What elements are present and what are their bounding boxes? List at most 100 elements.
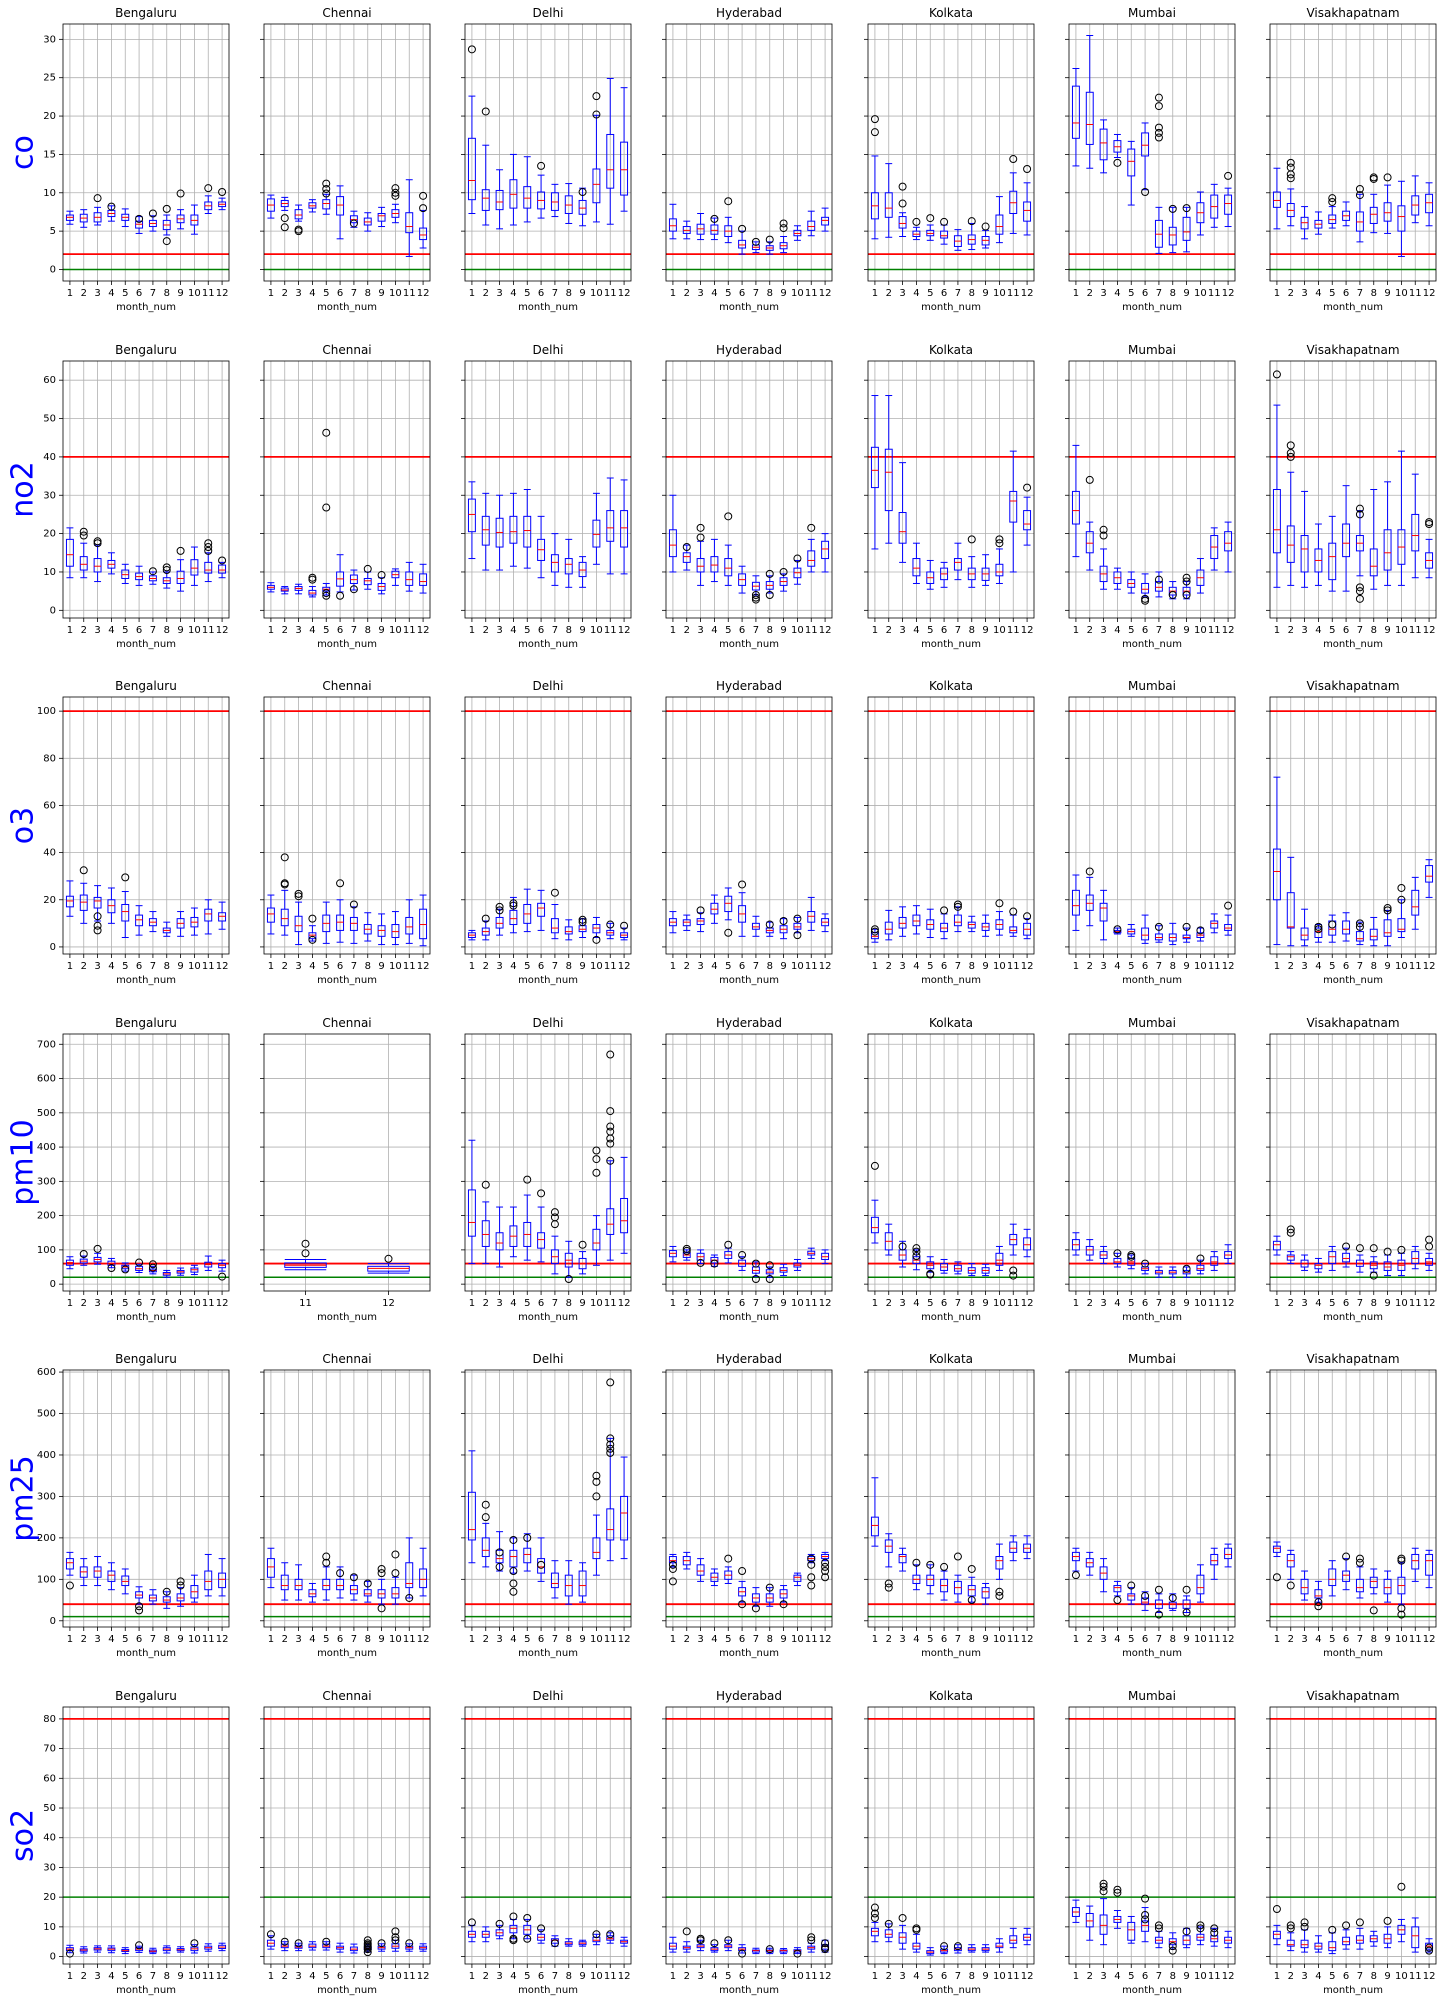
x-tick-label: 10 bbox=[389, 961, 402, 972]
box-month-4 bbox=[509, 492, 518, 567]
x-tick-label: 12 bbox=[417, 625, 430, 636]
iqr-box bbox=[606, 133, 615, 189]
y-tick-label: 60 bbox=[43, 800, 56, 811]
x-tick-label: 10 bbox=[1194, 961, 1207, 972]
x-tick-label: 5 bbox=[927, 625, 933, 636]
iqr-box bbox=[280, 1574, 289, 1591]
box-month-3 bbox=[1099, 889, 1108, 941]
iqr-box bbox=[592, 924, 601, 934]
x-tick-label: 9 bbox=[780, 961, 786, 972]
x-tick-label: 6 bbox=[1142, 625, 1148, 636]
x-tick-label: 3 bbox=[697, 1634, 703, 1645]
box-month-5 bbox=[121, 1568, 130, 1595]
x-tick-label: 7 bbox=[955, 625, 961, 636]
outlier-point bbox=[93, 1244, 102, 1253]
x-tick-label: 9 bbox=[177, 288, 183, 299]
outlier-point bbox=[176, 546, 185, 555]
x-tick-label: 4 bbox=[309, 288, 315, 299]
iqr-box bbox=[1383, 1261, 1392, 1271]
subplot-title: Hyderabad bbox=[716, 1016, 782, 1030]
x-axis-label: month_num bbox=[116, 302, 176, 313]
box-month-9 bbox=[578, 1562, 587, 1603]
outlier-point bbox=[606, 1122, 615, 1131]
x-tick-label: 11 bbox=[805, 288, 818, 299]
outlier-point bbox=[682, 1244, 691, 1253]
axes-frame bbox=[464, 1033, 632, 1292]
outlier-point bbox=[606, 1107, 615, 1116]
x-tick-label: 10 bbox=[1395, 625, 1408, 636]
iqr-box bbox=[1224, 924, 1233, 931]
outlier-point bbox=[1314, 922, 1323, 931]
pollutant-row-label: pm10 bbox=[6, 1119, 41, 1205]
subplot-title: Mumbai bbox=[1128, 6, 1176, 20]
box-month-8 bbox=[765, 241, 774, 255]
x-tick-label: 5 bbox=[122, 1298, 128, 1309]
x-tick-label: 9 bbox=[378, 625, 384, 636]
y-tick-label: 0 bbox=[50, 1279, 56, 1290]
iqr-box bbox=[1023, 510, 1032, 531]
x-tick-label: 8 bbox=[164, 625, 170, 636]
box-month-1 bbox=[1071, 1232, 1080, 1256]
x-tick-label: 6 bbox=[136, 625, 142, 636]
x-tick-label: 3 bbox=[1100, 625, 1106, 636]
x-tick-label: 6 bbox=[538, 961, 544, 972]
x-tick-label: 5 bbox=[1128, 1634, 1134, 1645]
axes-frame bbox=[1068, 696, 1236, 955]
iqr-box bbox=[1272, 1240, 1281, 1251]
x-tick-label: 3 bbox=[496, 288, 502, 299]
x-tick-label: 12 bbox=[1423, 961, 1436, 972]
box-month-12 bbox=[1425, 859, 1434, 898]
x-tick-label: 4 bbox=[108, 625, 114, 636]
box-month-10 bbox=[391, 568, 400, 586]
x-tick-label: 5 bbox=[1128, 1298, 1134, 1309]
iqr-box bbox=[807, 550, 816, 567]
box-month-2 bbox=[79, 882, 88, 924]
x-tick-label: 1 bbox=[1073, 625, 1079, 636]
iqr-box bbox=[1141, 1597, 1150, 1605]
box-month-12 bbox=[1224, 1543, 1233, 1568]
x-tick-label: 5 bbox=[1128, 288, 1134, 299]
box-month-1 bbox=[467, 929, 476, 941]
iqr-box bbox=[696, 558, 705, 573]
outlier-point bbox=[162, 566, 171, 575]
iqr-box bbox=[1224, 1547, 1233, 1560]
iqr-box bbox=[1154, 933, 1163, 941]
x-tick-label: 1 bbox=[1073, 1298, 1079, 1309]
iqr-box bbox=[135, 914, 144, 927]
box-month-2 bbox=[1085, 876, 1094, 927]
outlier-point bbox=[578, 1240, 587, 1249]
iqr-box bbox=[363, 1589, 372, 1597]
box-month-1 bbox=[668, 911, 677, 934]
outlier-point bbox=[995, 539, 1004, 548]
x-tick-label: 2 bbox=[483, 1298, 489, 1309]
box-month-2 bbox=[884, 1533, 893, 1568]
x-axis-label: month_num bbox=[116, 1312, 176, 1323]
outlier-point bbox=[162, 1587, 171, 1596]
x-tick-label: 7 bbox=[1156, 625, 1162, 636]
box-month-9 bbox=[981, 914, 990, 937]
iqr-box bbox=[1397, 918, 1406, 933]
box-month-3 bbox=[898, 906, 907, 937]
x-tick-label: 2 bbox=[483, 625, 489, 636]
outlier-point bbox=[898, 199, 907, 208]
x-tick-label: 8 bbox=[566, 625, 572, 636]
box-month-2 bbox=[884, 395, 893, 544]
box-month-11 bbox=[606, 77, 615, 225]
x-tick-label: 4 bbox=[510, 961, 516, 972]
subplot-title: Mumbai bbox=[1128, 1016, 1176, 1030]
box-month-8 bbox=[363, 1580, 372, 1603]
outlier-point bbox=[1355, 504, 1364, 513]
x-tick-label: 11 bbox=[604, 1634, 617, 1645]
x-tick-label: 4 bbox=[108, 1634, 114, 1645]
x-tick-label: 6 bbox=[538, 288, 544, 299]
outlier-point bbox=[322, 179, 331, 188]
axes-frame bbox=[62, 360, 230, 619]
x-tick-label: 2 bbox=[886, 288, 892, 299]
iqr-box bbox=[218, 564, 227, 574]
box-month-5 bbox=[1127, 924, 1136, 937]
box-month-6 bbox=[336, 185, 345, 240]
outlier-point bbox=[807, 1560, 816, 1569]
x-tick-label: 11 bbox=[1409, 1298, 1422, 1309]
